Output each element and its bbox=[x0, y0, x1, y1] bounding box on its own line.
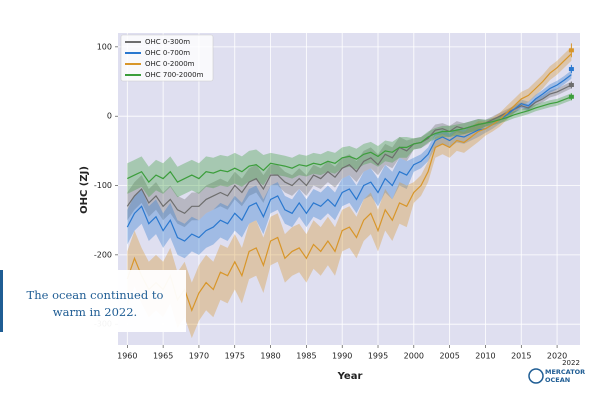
uncertainty-band bbox=[127, 93, 572, 198]
overlay-box bbox=[0, 270, 186, 332]
y-tick-label: 0 bbox=[107, 112, 112, 121]
y-tick-label: -100 bbox=[94, 181, 112, 190]
end-marker bbox=[568, 48, 574, 53]
grid bbox=[118, 33, 580, 345]
legend-label: OHC 0-2000m bbox=[145, 60, 195, 68]
y-tick-label: -200 bbox=[94, 250, 112, 259]
legend-label: OHC 0-700m bbox=[145, 49, 190, 57]
x-tick-label: 1995 bbox=[368, 352, 388, 361]
y-tick-label: 100 bbox=[97, 42, 112, 51]
overlay-text: warm in 2022. bbox=[53, 305, 137, 319]
legend-label: OHC 0-300m bbox=[145, 38, 190, 46]
x-tick-label: 2000 bbox=[404, 352, 424, 361]
uncertainty-band bbox=[127, 70, 572, 259]
series-line bbox=[126, 53, 572, 312]
bands bbox=[127, 46, 572, 339]
uncertainty-band bbox=[127, 81, 572, 228]
x-tick-label: 2010 bbox=[475, 352, 495, 361]
logo-text: OCEAN bbox=[545, 376, 570, 384]
logo-text: MERCATOR bbox=[545, 368, 585, 376]
x-tick-label: 2015 bbox=[511, 352, 531, 361]
legend: OHC 0-300m OHC 0-700m OHC 0-2000m OHC 700-2… bbox=[125, 38, 204, 79]
overlay-accent bbox=[0, 270, 3, 332]
x-tick-label: 2020 bbox=[547, 352, 567, 361]
uncertainty-band bbox=[127, 46, 572, 339]
x-tick-label: 1985 bbox=[296, 352, 316, 361]
end-marker bbox=[568, 83, 574, 87]
x-tick-label: 1980 bbox=[260, 352, 280, 361]
legend-label: OHC 700-2000m bbox=[145, 71, 204, 79]
logo-icon bbox=[528, 368, 544, 384]
end-marker bbox=[568, 94, 574, 99]
y-axis-label: OHC (ZJ) bbox=[79, 166, 90, 214]
legend-box bbox=[120, 34, 214, 82]
series-line bbox=[127, 96, 572, 184]
x-tick-label: 2005 bbox=[439, 352, 459, 361]
x-tick-label: 1975 bbox=[225, 352, 245, 361]
end-marker bbox=[568, 67, 574, 72]
end-markers bbox=[568, 43, 574, 101]
end-year-label: 2022 bbox=[562, 359, 580, 367]
x-axis-label: Year bbox=[337, 371, 363, 382]
lines bbox=[126, 53, 572, 312]
x-tick-label: 1990 bbox=[332, 352, 352, 361]
series-line bbox=[126, 84, 572, 215]
x-tick-label: 1960 bbox=[117, 352, 137, 361]
x-tick-label: 1965 bbox=[153, 352, 173, 361]
overlay-text: The ocean continued to bbox=[27, 288, 164, 302]
x-tick-label: 1970 bbox=[189, 352, 209, 361]
